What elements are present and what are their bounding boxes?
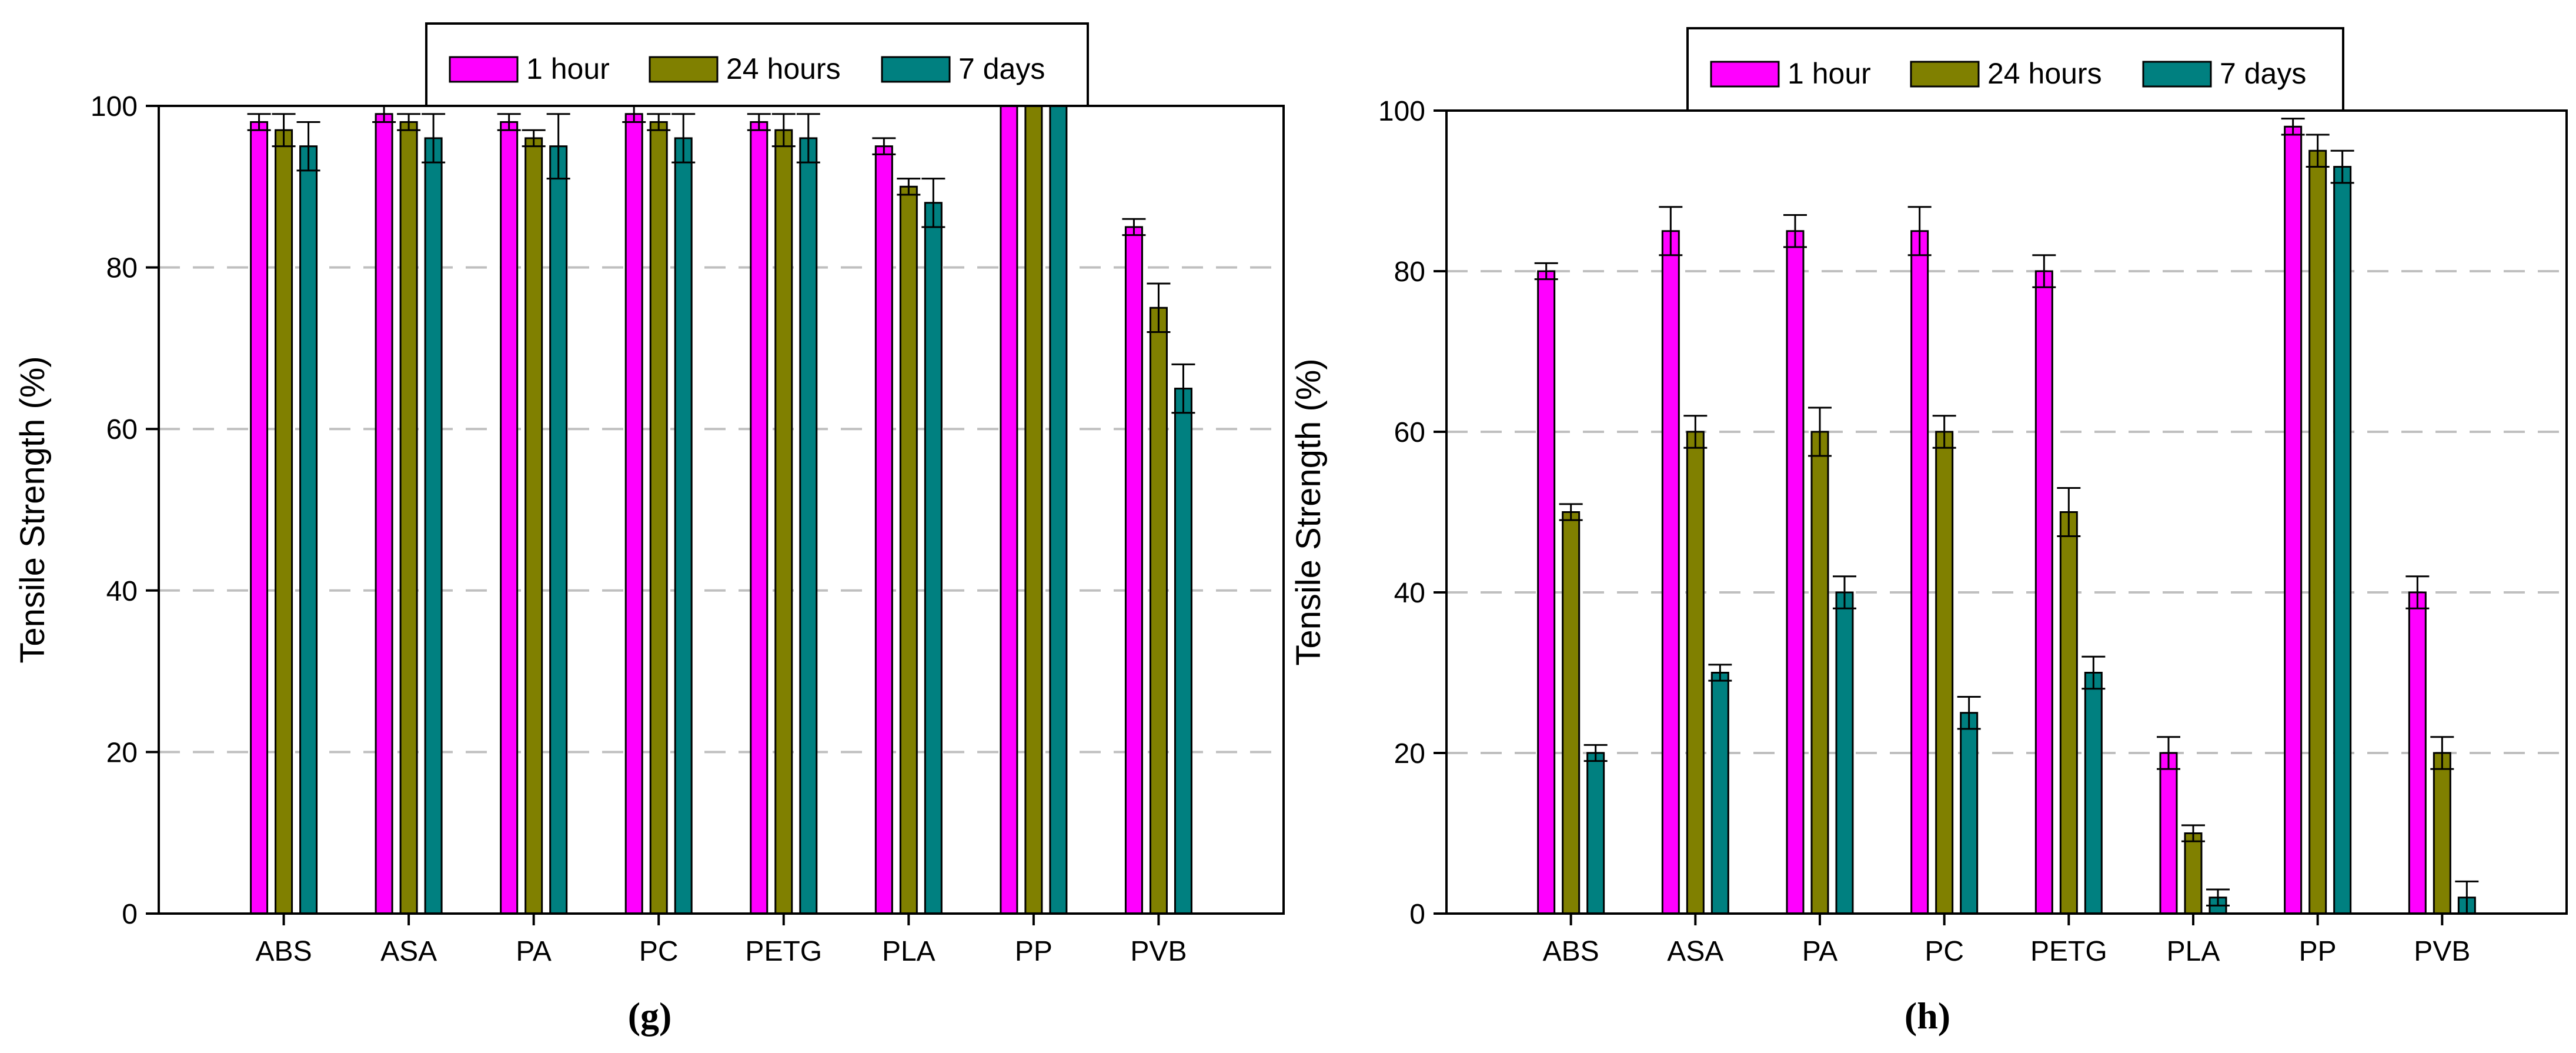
y-tick-label: 40: [1394, 578, 1425, 609]
bar: [774, 129, 793, 915]
bar: [1149, 306, 1168, 915]
bar: [1661, 230, 1680, 915]
bar: [375, 113, 393, 915]
legend-frame: [1686, 27, 2344, 112]
legend: 1 hour 24 hours 7 days: [425, 22, 1089, 107]
chart-panel-g: 0 20 40 60 80 100 ABS ASA PA PC PETG PLA PP PVB Tensil…: [14, 22, 1285, 1037]
bar: [1174, 388, 1192, 915]
x-tick-label: PLA: [882, 936, 935, 967]
bar: [549, 145, 568, 915]
bar: [1049, 105, 1068, 915]
bar: [1562, 511, 1581, 915]
bar: [1537, 270, 1556, 915]
plot-frame: [1445, 109, 2568, 915]
x-tick-label: PVB: [1130, 936, 1187, 967]
legend-label: 1 hour: [1788, 57, 1871, 90]
y-tick-label: 100: [91, 91, 138, 122]
bar: [1810, 431, 1829, 915]
x-tick-label: PVB: [2414, 936, 2470, 967]
panel-label: (g): [628, 995, 672, 1037]
y-tick-label: 80: [1394, 256, 1425, 288]
bar: [1960, 712, 1979, 915]
y-tick-label: 0: [122, 899, 138, 930]
bar: [1910, 230, 1929, 915]
bar: [1586, 752, 1605, 915]
bar: [2284, 125, 2303, 915]
bar: [2333, 166, 2352, 915]
panel-label: (h): [1905, 995, 1950, 1037]
bar: [2059, 511, 2078, 915]
legend-label: 1 hour: [526, 52, 610, 85]
legend-label: 7 days: [2220, 57, 2306, 90]
y-tick-label: 20: [1394, 738, 1425, 769]
y-tick-label: 60: [106, 414, 138, 445]
legend-label: 7 days: [958, 52, 1045, 85]
bar: [674, 137, 693, 915]
y-tick-label: 0: [1409, 899, 1425, 930]
x-tick-label: PC: [639, 936, 679, 967]
y-tick-label: 80: [106, 253, 138, 284]
x-tick-label: PP: [2299, 936, 2337, 967]
x-tick-label: PETG: [745, 936, 822, 967]
bar: [649, 121, 668, 915]
x-tick-label: PP: [1015, 936, 1053, 967]
legend: 1 hour 24 hours 7 days: [1686, 27, 2344, 112]
bar: [1786, 230, 1805, 915]
bar: [250, 121, 269, 915]
bar: [1024, 105, 1043, 915]
bar: [2433, 752, 2451, 915]
bar: [275, 129, 293, 915]
bar: [624, 113, 643, 915]
bar: [500, 121, 519, 915]
bar: [1710, 672, 1729, 915]
y-tick-label: 100: [1378, 96, 1425, 127]
legend-swatch: [1710, 61, 1780, 88]
bar: [1124, 226, 1143, 915]
y-tick-label: 20: [106, 737, 138, 768]
legend-swatch: [649, 56, 719, 83]
bar: [2084, 672, 2103, 915]
x-tick-label: PA: [1802, 936, 1837, 967]
x-tick-label: PC: [1925, 936, 1964, 967]
legend-swatch: [2142, 61, 2212, 88]
y-axis-label: Tensile Strength (%): [1289, 358, 1328, 665]
bar: [1000, 105, 1018, 915]
bar: [899, 185, 918, 915]
x-tick-label: ASA: [380, 936, 437, 967]
bar: [1686, 431, 1705, 915]
bar: [2408, 591, 2427, 915]
bar: [874, 145, 893, 915]
y-tick-label: 40: [106, 576, 138, 607]
bar: [524, 137, 543, 915]
bar: [299, 145, 318, 915]
legend-label: 24 hours: [1987, 57, 2102, 90]
bar: [2184, 832, 2203, 915]
bar: [799, 137, 818, 915]
x-tick-label: ASA: [1667, 936, 1723, 967]
bar: [1935, 431, 1954, 915]
legend-frame: [425, 22, 1089, 107]
x-tick-label: PETG: [2030, 936, 2107, 967]
bar: [924, 202, 943, 915]
bar: [399, 121, 418, 915]
bar: [750, 121, 769, 915]
bar: [2034, 270, 2053, 915]
chart-panel-h: 0 20 40 60 80 100 ABS ASA PA PC PETG PLA PP PVB Tensil…: [1289, 27, 2568, 1037]
x-tick-label: ABS: [256, 936, 312, 967]
x-tick-label: ABS: [1543, 936, 1599, 967]
legend-label: 24 hours: [726, 52, 841, 85]
bar: [424, 137, 443, 915]
plot-frame: [158, 105, 1285, 915]
legend-swatch: [449, 56, 519, 83]
bar: [2308, 149, 2327, 915]
x-tick-label: PLA: [2167, 936, 2220, 967]
y-tick-label: 60: [1394, 417, 1425, 448]
x-tick-label: PA: [516, 936, 551, 967]
legend-swatch: [881, 56, 951, 83]
y-axis-label: Tensile Strength (%): [14, 356, 52, 663]
bar: [2159, 752, 2178, 915]
legend-swatch: [1910, 61, 1980, 88]
bar: [1835, 591, 1854, 915]
